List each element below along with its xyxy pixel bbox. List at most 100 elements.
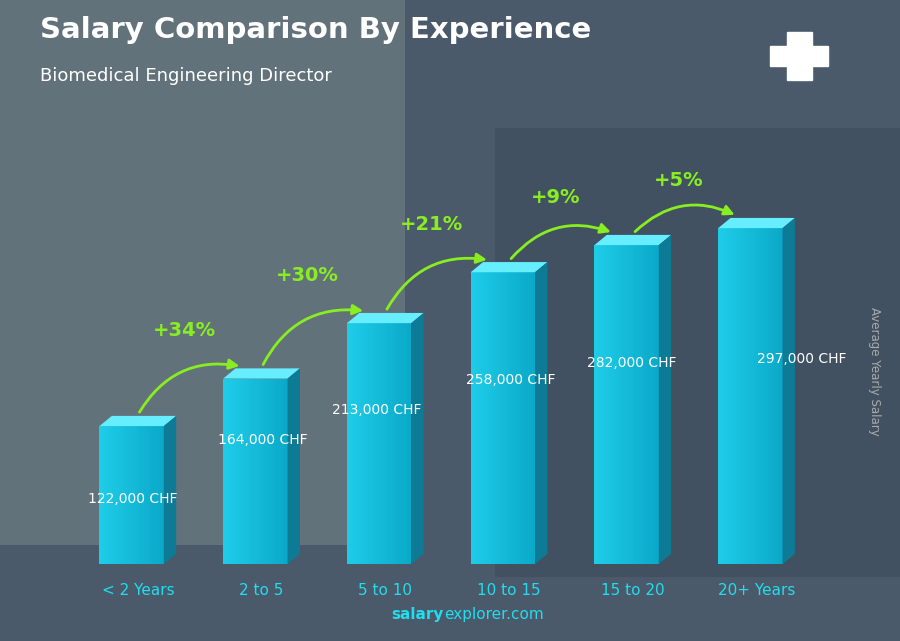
Bar bbox=[652, 245, 654, 564]
Polygon shape bbox=[718, 218, 795, 228]
Bar bbox=[625, 245, 626, 564]
Bar bbox=[483, 272, 486, 564]
Polygon shape bbox=[659, 235, 671, 564]
Bar bbox=[234, 379, 236, 564]
Bar bbox=[130, 426, 131, 564]
Bar bbox=[533, 272, 535, 564]
Bar bbox=[142, 426, 145, 564]
Polygon shape bbox=[411, 313, 424, 564]
Bar bbox=[253, 379, 256, 564]
Bar bbox=[770, 228, 772, 564]
Bar bbox=[106, 426, 108, 564]
Bar bbox=[121, 426, 123, 564]
Bar bbox=[763, 228, 765, 564]
Bar bbox=[618, 245, 620, 564]
Bar bbox=[480, 272, 482, 564]
Bar bbox=[114, 426, 117, 564]
Bar bbox=[471, 272, 473, 564]
Bar bbox=[251, 379, 253, 564]
Bar bbox=[648, 245, 650, 564]
Bar bbox=[787, 33, 812, 79]
Bar bbox=[508, 272, 509, 564]
Bar bbox=[612, 245, 614, 564]
Bar bbox=[642, 245, 643, 564]
Bar bbox=[774, 228, 776, 564]
Polygon shape bbox=[782, 218, 795, 564]
Text: 213,000 CHF: 213,000 CHF bbox=[332, 403, 421, 417]
Bar bbox=[518, 272, 520, 564]
Bar bbox=[752, 228, 755, 564]
Bar bbox=[637, 245, 640, 564]
Bar bbox=[751, 228, 752, 564]
Bar bbox=[257, 379, 260, 564]
Bar bbox=[402, 323, 405, 564]
Bar bbox=[382, 323, 383, 564]
Bar bbox=[112, 426, 114, 564]
Polygon shape bbox=[223, 369, 300, 379]
Bar bbox=[230, 379, 232, 564]
Bar bbox=[776, 228, 778, 564]
Bar bbox=[379, 323, 382, 564]
Bar bbox=[360, 323, 362, 564]
Bar bbox=[759, 228, 761, 564]
Text: +30%: +30% bbox=[276, 265, 339, 285]
Bar bbox=[123, 426, 125, 564]
Bar bbox=[371, 323, 373, 564]
Bar bbox=[631, 245, 633, 564]
Bar bbox=[396, 323, 399, 564]
Bar bbox=[117, 426, 119, 564]
Bar bbox=[757, 228, 759, 564]
Bar bbox=[477, 272, 480, 564]
Bar bbox=[245, 379, 247, 564]
Bar bbox=[772, 228, 774, 564]
Bar bbox=[277, 379, 279, 564]
Bar bbox=[601, 245, 603, 564]
Bar bbox=[727, 228, 729, 564]
Text: 2 to 5: 2 to 5 bbox=[239, 583, 284, 598]
Bar bbox=[104, 426, 106, 564]
Bar bbox=[511, 272, 514, 564]
Text: +9%: +9% bbox=[530, 188, 580, 206]
Bar bbox=[268, 379, 270, 564]
Bar bbox=[475, 272, 477, 564]
Text: +21%: +21% bbox=[400, 215, 464, 234]
Bar bbox=[362, 323, 364, 564]
Bar bbox=[724, 228, 727, 564]
Bar bbox=[731, 228, 734, 564]
Bar bbox=[273, 379, 274, 564]
Bar bbox=[285, 379, 288, 564]
Bar bbox=[742, 228, 744, 564]
Bar bbox=[110, 426, 112, 564]
Bar bbox=[488, 272, 490, 564]
Bar bbox=[151, 426, 153, 564]
Bar bbox=[392, 323, 394, 564]
Bar bbox=[500, 272, 503, 564]
Bar bbox=[490, 272, 492, 564]
Polygon shape bbox=[471, 262, 547, 272]
Bar bbox=[394, 323, 396, 564]
Bar bbox=[125, 426, 127, 564]
Bar bbox=[614, 245, 616, 564]
Bar bbox=[644, 245, 646, 564]
Bar bbox=[748, 228, 751, 564]
Bar bbox=[119, 426, 121, 564]
Bar bbox=[734, 228, 735, 564]
Bar bbox=[497, 272, 499, 564]
Text: 15 to 20: 15 to 20 bbox=[601, 583, 664, 598]
Bar bbox=[247, 379, 249, 564]
Bar bbox=[232, 379, 234, 564]
Bar bbox=[134, 426, 136, 564]
Bar bbox=[155, 426, 157, 564]
Bar bbox=[242, 379, 245, 564]
Bar bbox=[635, 245, 637, 564]
Text: +5%: +5% bbox=[654, 171, 704, 190]
Bar bbox=[385, 323, 388, 564]
Bar bbox=[223, 379, 225, 564]
Bar bbox=[264, 379, 266, 564]
Polygon shape bbox=[288, 369, 300, 564]
Text: Salary Comparison By Experience: Salary Comparison By Experience bbox=[40, 16, 592, 44]
Bar bbox=[486, 272, 488, 564]
Bar bbox=[131, 426, 134, 564]
Bar bbox=[284, 379, 285, 564]
Bar bbox=[720, 228, 723, 564]
